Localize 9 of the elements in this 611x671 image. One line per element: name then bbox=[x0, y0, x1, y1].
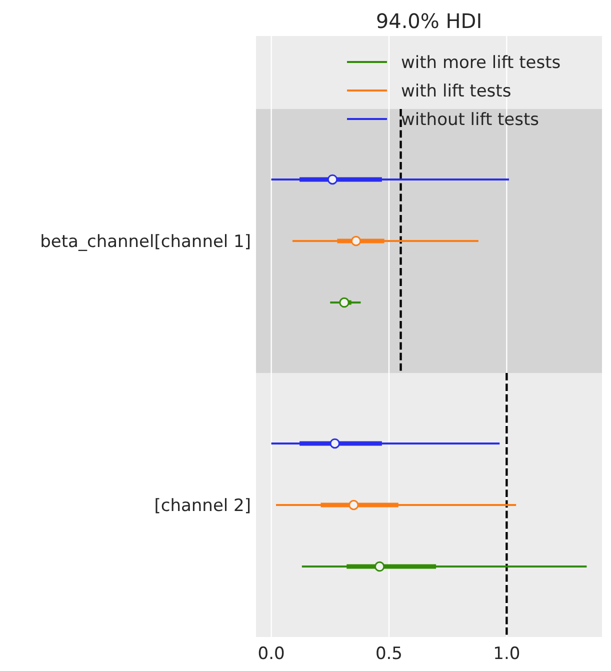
legend-label: without lift tests bbox=[401, 110, 540, 130]
x-tick-label: 0.0 bbox=[258, 644, 285, 664]
legend-label: with lift tests bbox=[401, 82, 512, 102]
chart-title: 94.0% HDI bbox=[376, 9, 482, 33]
y-tick-label: beta_channel[channel 1] bbox=[40, 232, 251, 252]
y-tick-label: [channel 2] bbox=[154, 496, 251, 516]
legend-label: with more lift tests bbox=[401, 53, 561, 73]
x-tick-label: 1.0 bbox=[493, 644, 520, 664]
x-tick-label: 0.5 bbox=[375, 644, 403, 664]
